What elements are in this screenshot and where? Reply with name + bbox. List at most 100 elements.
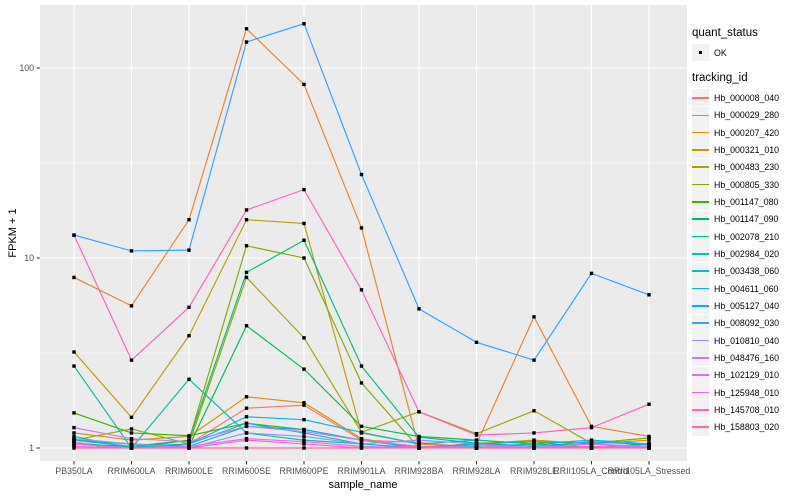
data-point-Hb_001147_080	[532, 439, 536, 444]
legend-label: Hb_004611_060	[714, 283, 779, 294]
legend-item-Hb_005127_040: Hb_005127_040	[692, 297, 798, 315]
legend-key-box	[692, 124, 709, 142]
data-point-Hb_158803_020	[532, 446, 536, 450]
legend-item-ok: OK	[692, 44, 798, 62]
x-tick-label: RRIM901LA	[338, 466, 386, 476]
data-point-Hb_000483_230	[129, 427, 134, 431]
data-point-Hb_004611_060	[359, 430, 364, 434]
data-point-Hb_000029_280	[72, 275, 76, 280]
legend-key-box	[692, 314, 709, 332]
data-point-Hb_002984_020	[72, 364, 76, 368]
x-tick-label: RRIM928LE	[510, 466, 558, 476]
legend-key-box	[692, 280, 709, 298]
data-point-Hb_002984_020	[187, 377, 191, 381]
data-point-Hb_145708_010	[417, 410, 421, 414]
x-tick-label: RRIM928LA	[453, 466, 501, 476]
legend-label: Hb_000029_280	[714, 110, 780, 121]
legend-key-line	[692, 201, 709, 203]
legend-key-line	[692, 97, 709, 99]
legend-label: Hb_001147_080	[714, 196, 779, 207]
data-point-Hb_158803_020	[129, 446, 134, 450]
legend-tracking-entries: Hb_000008_040 Hb_000029_280 Hb_000207_420 H…	[692, 89, 798, 436]
legend-key-line	[692, 131, 709, 134]
legend-label: Hb_102129_010	[714, 370, 780, 381]
legend-label: Hb_000207_420	[714, 127, 780, 138]
data-point-Hb_048476_160	[532, 443, 536, 448]
data-point-Hb_008092_030	[129, 249, 134, 253]
data-point-Hb_145708_010	[647, 402, 651, 406]
data-point-Hb_102129_010	[72, 442, 76, 446]
data-point-Hb_145708_010	[589, 425, 594, 430]
data-point-Hb_000483_230	[302, 336, 306, 340]
legend-key-box	[692, 228, 709, 246]
x-tick-label: RRIM600LA	[108, 466, 156, 476]
legend-item-Hb_001147_090: Hb_001147_090	[692, 210, 798, 228]
data-point-Hb_048476_160	[359, 438, 364, 442]
data-point-Hb_008092_030	[187, 248, 191, 252]
data-point-Hb_010810_040	[72, 436, 76, 441]
data-point-Hb_000321_010	[129, 415, 134, 420]
data-point-Hb_001147_090	[244, 324, 249, 328]
data-point-Hb_000805_330	[647, 436, 651, 440]
legend-label: Hb_125948_010	[714, 387, 780, 398]
y-tick-label: 10	[24, 253, 34, 263]
data-point-Hb_145708_010	[187, 305, 191, 310]
legend-key-box	[692, 401, 709, 419]
data-point-Hb_158803_020	[474, 446, 479, 450]
legend: quant_status OK tracking_id Hb_000008_04…	[692, 26, 798, 436]
legend-key-line	[692, 235, 709, 238]
legend-key-box	[692, 193, 709, 211]
x-tick-label: RRII105LA_Control	[553, 466, 629, 476]
data-point-Hb_008092_030	[589, 271, 594, 276]
legend-key-line	[692, 374, 709, 377]
legend-key-line	[692, 391, 709, 394]
data-point-Hb_000805_330	[302, 256, 306, 260]
data-point-Hb_048476_160	[187, 439, 191, 444]
data-point-Hb_158803_020	[72, 446, 76, 450]
legend-label: Hb_000805_330	[714, 179, 780, 190]
data-point-Hb_048476_160	[72, 425, 76, 430]
data-point-Hb_010810_040	[129, 442, 134, 446]
data-point-Hb_000029_280	[359, 226, 364, 230]
legend-label: Hb_000008_040	[714, 92, 780, 103]
data-point-Hb_003438_060	[244, 421, 249, 425]
legend-label: Hb_002078_210	[714, 231, 780, 242]
data-point-Hb_004611_060	[244, 415, 249, 419]
legend-key-box	[692, 141, 709, 159]
legend-key-line	[692, 305, 709, 307]
legend-key-line	[692, 409, 709, 411]
data-point-Hb_000321_010	[187, 333, 191, 338]
x-axis-title: sample_name	[328, 479, 398, 491]
legend-item-Hb_001147_080: Hb_001147_080	[692, 193, 798, 211]
legend-item-Hb_000207_420: Hb_000207_420	[692, 124, 798, 142]
data-point-Hb_102129_010	[302, 439, 306, 444]
legend-key-box	[692, 176, 709, 194]
ok-point-marker	[698, 50, 703, 55]
data-point-Hb_000029_280	[532, 315, 536, 319]
legend-item-Hb_000008_040: Hb_000008_040	[692, 89, 798, 107]
data-point-Hb_010810_040	[302, 434, 306, 439]
legend-label-ok: OK	[714, 47, 727, 58]
data-point-Hb_000008_040	[244, 406, 249, 410]
legend-label: Hb_002984_020	[714, 248, 780, 259]
data-point-Hb_145708_010	[359, 288, 364, 292]
data-point-Hb_158803_020	[589, 446, 594, 450]
data-point-Hb_005127_040	[302, 427, 306, 432]
legend-item-Hb_125948_010: Hb_125948_010	[692, 384, 798, 402]
data-point-Hb_002078_210	[302, 238, 306, 242]
data-point-Hb_001147_090	[302, 367, 306, 371]
legend-item-Hb_008092_030: Hb_008092_030	[692, 314, 798, 332]
data-point-Hb_000029_280	[187, 218, 191, 222]
legend-label: Hb_001147_090	[714, 214, 779, 225]
data-point-Hb_000029_280	[244, 27, 249, 31]
data-point-Hb_158803_020	[647, 446, 651, 450]
legend-title-tracking-id: tracking_id	[692, 72, 748, 85]
data-point-Hb_102129_010	[589, 442, 594, 446]
data-point-Hb_158803_020	[359, 446, 364, 450]
data-point-Hb_048476_160	[302, 429, 306, 434]
data-point-Hb_010810_040	[359, 442, 364, 446]
legend-key-line	[692, 114, 709, 117]
x-tick-label: RRIM928BA	[395, 466, 444, 476]
legend-key-box	[692, 44, 709, 62]
